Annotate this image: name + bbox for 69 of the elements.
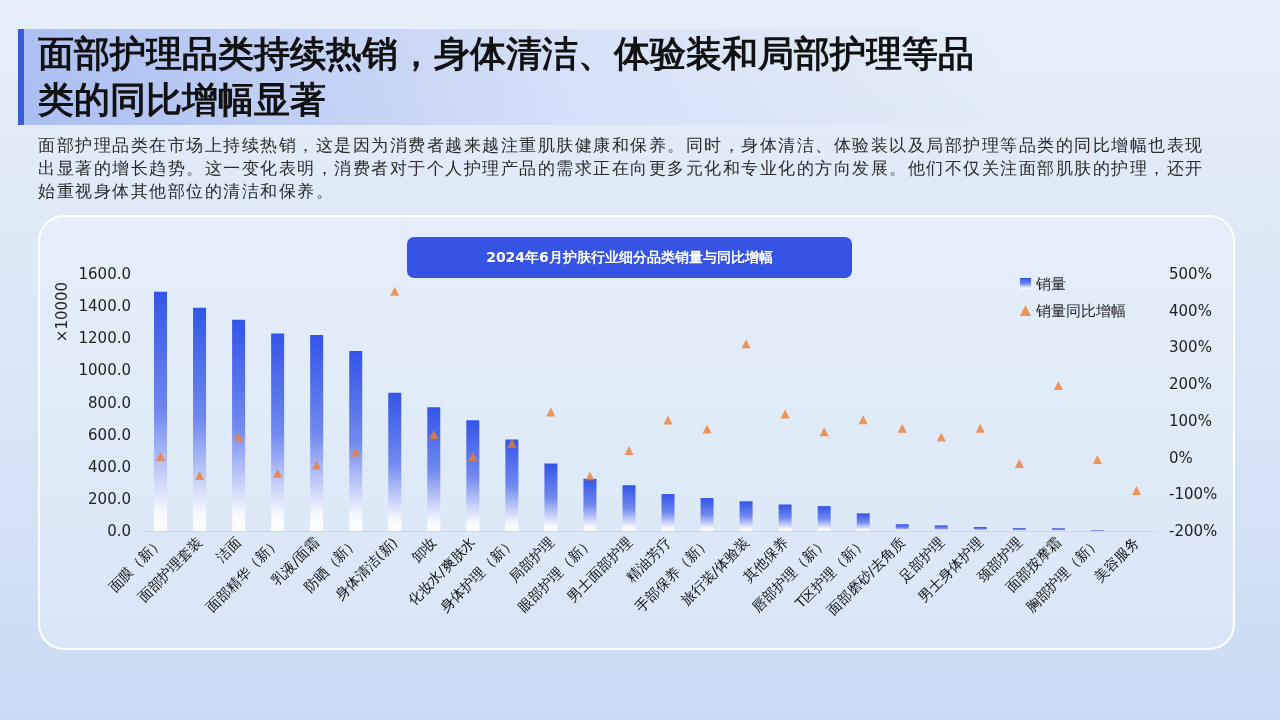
y2-tick-label: 200% <box>1169 375 1212 394</box>
bar <box>271 333 285 531</box>
y-tick-label: 0.0 <box>107 522 131 540</box>
y-tick-label: 1200.0 <box>78 329 131 348</box>
y2-tick-label: -200% <box>1169 522 1218 540</box>
bar <box>622 485 636 531</box>
chart-subtitle: 2024年6月护肤行业细分品类销量与同比增幅 <box>486 248 773 267</box>
point <box>156 451 166 461</box>
y-tick-label: 1400.0 <box>78 297 131 316</box>
point <box>195 471 205 481</box>
y-tick-label: 200.0 <box>88 489 131 508</box>
y-tick-label: 600.0 <box>88 425 131 444</box>
y-tick-label: 800.0 <box>88 393 131 412</box>
bar <box>700 498 714 531</box>
point <box>1053 381 1063 391</box>
x-tick-label: 洁面 <box>213 534 245 566</box>
point <box>936 432 946 442</box>
bar <box>1012 528 1026 531</box>
point <box>390 286 400 296</box>
point <box>429 429 439 439</box>
legend-label: 销量同比增幅 <box>1035 301 1126 320</box>
bar <box>778 504 792 531</box>
bar <box>349 351 363 531</box>
bar <box>817 506 831 531</box>
point <box>507 438 517 448</box>
bar <box>895 524 909 531</box>
point <box>468 451 478 461</box>
point <box>624 446 634 456</box>
bar <box>466 420 480 531</box>
bar <box>427 407 441 531</box>
y-tick-label: 1600.0 <box>78 265 131 283</box>
point <box>1014 458 1024 468</box>
y-tick-label: 400.0 <box>88 457 131 476</box>
chart-title: 面部护理品类持续热销，身体清洁、体验装和局部护理等品类的同比增幅显著 <box>38 32 975 122</box>
bar <box>154 291 168 531</box>
point <box>351 447 361 457</box>
bar <box>583 478 597 531</box>
y2-tick-label: 300% <box>1169 338 1212 357</box>
point <box>273 468 283 478</box>
bar <box>310 335 324 531</box>
point <box>741 339 751 349</box>
bar <box>388 392 402 531</box>
y2-tick-label: 500% <box>1169 265 1212 283</box>
y2-tick-label: 400% <box>1169 301 1212 320</box>
bar <box>934 525 948 531</box>
point <box>546 407 556 417</box>
bar <box>739 501 753 531</box>
point <box>663 415 673 425</box>
bar <box>856 513 870 531</box>
bar <box>1051 528 1065 531</box>
x-tick-label: 卸妆 <box>408 534 440 566</box>
point <box>897 423 907 433</box>
legend-label: 销量 <box>1035 274 1066 293</box>
bar <box>193 307 207 531</box>
point <box>234 432 244 442</box>
bar <box>973 526 987 531</box>
point <box>1092 454 1102 464</box>
point <box>975 423 985 433</box>
bar <box>661 494 675 531</box>
y2-tick-label: 100% <box>1169 411 1212 430</box>
bar <box>505 439 519 531</box>
y-tick-label: 1000.0 <box>78 361 131 380</box>
y2-tick-label: 0% <box>1169 448 1193 467</box>
y2-tick-label: -100% <box>1169 485 1218 504</box>
point <box>1131 486 1141 496</box>
bar <box>544 463 558 531</box>
y-axis-title: ×10000 <box>53 281 71 343</box>
bar <box>232 319 246 531</box>
text: 面部护理品类在市场上持续热销，这是因为消费者越来越注重肌肤健康和保养。同时，身体清洁、体验装以及局部护理等品类的同比增幅也表现出显著的增长趋势。这一变化表明，消费者对于个人护理产品的需求正在向更多元化和专业化的方向发展。他们不仅关注面部肌肤的护理，还开始重视身体其他部位的清洁和保养。 <box>38 134 1205 203</box>
